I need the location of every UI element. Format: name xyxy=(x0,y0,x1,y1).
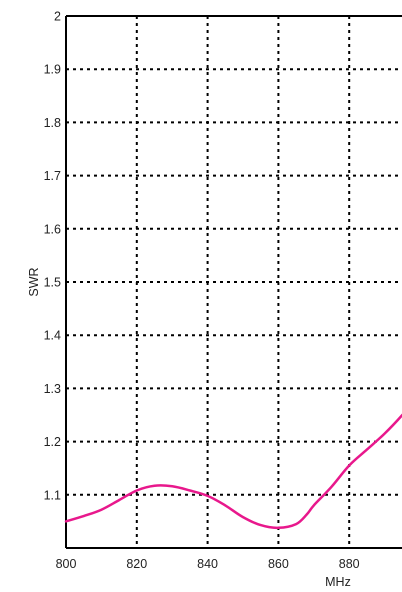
y-tick-label: 1.2 xyxy=(44,435,61,449)
x-tick-label: 860 xyxy=(268,557,289,571)
y-axis-label: SWR xyxy=(27,267,41,296)
y-tick-label: 1.9 xyxy=(44,63,61,77)
x-tick-label: 820 xyxy=(126,557,147,571)
tick-labels: 800820840860880921.91.81.71.61.51.41.31.… xyxy=(44,10,360,572)
y-tick-label: 1.6 xyxy=(44,222,61,236)
y-tick-label: 1.3 xyxy=(44,382,61,396)
x-tick-label: 800 xyxy=(56,557,77,571)
axes xyxy=(65,15,402,549)
y-tick-label: 1.8 xyxy=(44,116,61,130)
y-tick-label: 1.5 xyxy=(44,276,61,290)
y-tick-label: 1.7 xyxy=(44,169,61,183)
x-tick-label: 880 xyxy=(339,557,360,571)
series xyxy=(64,413,402,530)
y-tick-label: 1.4 xyxy=(44,329,61,343)
y-tick-label: 1.1 xyxy=(44,488,61,502)
y-tick-label: 2 xyxy=(54,10,61,24)
x-axis-label: MHz xyxy=(325,575,351,589)
x-tick-label: 840 xyxy=(197,557,218,571)
swr-curve xyxy=(64,413,402,530)
grid xyxy=(66,16,402,548)
